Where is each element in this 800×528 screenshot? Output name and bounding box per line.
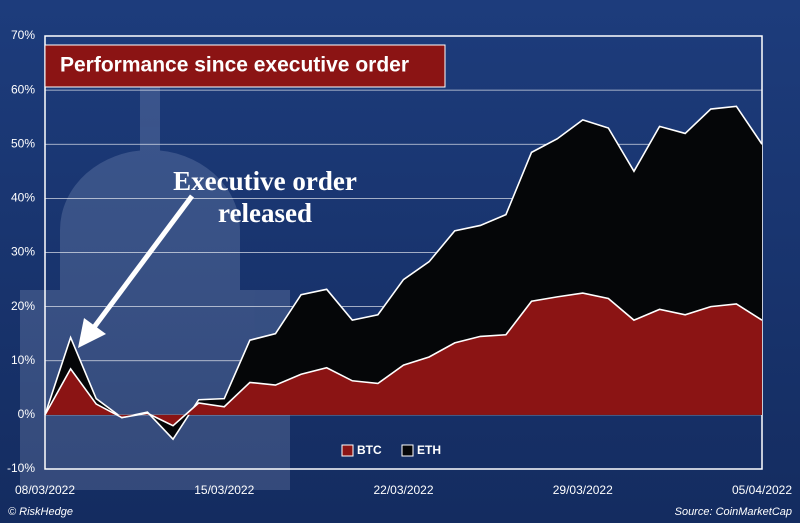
arrow-shaft (89, 194, 195, 332)
title-box (44, 44, 446, 88)
chart-title: Performance since executive order (60, 54, 409, 77)
area-outline (44, 105, 763, 441)
y-tick-label: 60% (11, 82, 35, 96)
footer-left: © RiskHedge (8, 506, 73, 518)
x-tick-label: 29/03/2022 (553, 483, 613, 497)
annotation-box: Executive order released (173, 166, 357, 228)
y-tick-label: 40% (11, 191, 35, 205)
y-tick-label: 20% (11, 299, 35, 313)
x-tick-label: 22/03/2022 (373, 483, 433, 497)
y-tick-label: 10% (11, 353, 35, 367)
y-tick-label: 30% (11, 245, 35, 259)
arrow-head (78, 318, 106, 348)
area-outline (44, 292, 763, 427)
legend-label: ETH (417, 443, 441, 457)
x-tick-label: 05/04/2022 (732, 483, 792, 497)
y-tick-label: -10% (7, 461, 35, 475)
y-tick-label: 70% (11, 28, 35, 42)
legend-swatch (401, 444, 414, 457)
annotation-text: Executive order released (173, 166, 357, 228)
x-tick-label: 15/03/2022 (194, 483, 254, 497)
y-tick-label: 0% (18, 407, 36, 421)
legend-swatch (341, 444, 354, 457)
annotation: Executive order released (78, 166, 357, 348)
footer-right: Source: CoinMarketCap (675, 506, 792, 518)
legend-label: BTC (357, 443, 382, 457)
area (45, 293, 762, 426)
y-tick-label: 50% (11, 136, 35, 150)
x-tick-label: 08/03/2022 (15, 483, 75, 497)
